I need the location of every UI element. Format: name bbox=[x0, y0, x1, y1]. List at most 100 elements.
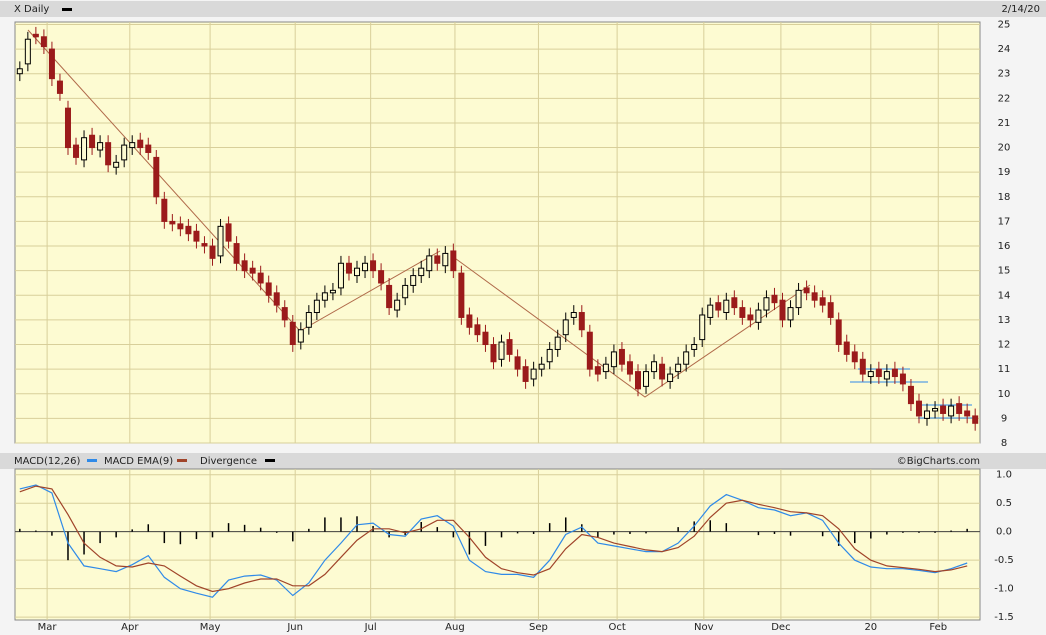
y-tick-label: 24 bbox=[998, 44, 1011, 55]
y-tick-label: 14 bbox=[998, 290, 1011, 301]
candle-body bbox=[482, 331, 489, 346]
candle-body bbox=[915, 400, 922, 417]
candle-body bbox=[217, 225, 224, 257]
divergence-bar bbox=[243, 524, 246, 532]
divergence-bar bbox=[292, 531, 294, 542]
candle-body bbox=[932, 408, 939, 412]
y-tick-label: -1.0 bbox=[994, 584, 1014, 595]
candle-body bbox=[626, 361, 633, 375]
candle-body bbox=[851, 351, 858, 363]
candle-body bbox=[602, 363, 609, 373]
divergence-bar bbox=[211, 531, 214, 538]
candle-body bbox=[321, 292, 328, 301]
divergence-bar bbox=[837, 531, 840, 546]
divergence-bar bbox=[308, 528, 310, 532]
divergence-bar bbox=[500, 531, 503, 538]
divergence-bar bbox=[259, 527, 262, 532]
candle-body bbox=[867, 371, 874, 378]
candle-body bbox=[667, 373, 674, 382]
divergence-bar bbox=[564, 517, 567, 532]
divergence-bar bbox=[821, 531, 824, 537]
y-tick-label: 25 bbox=[998, 19, 1011, 30]
candle-body bbox=[145, 144, 152, 153]
candle-body bbox=[177, 223, 184, 230]
candle-body bbox=[32, 33, 39, 38]
date-label: 2/14/20 bbox=[1001, 4, 1040, 15]
y-tick-label: 16 bbox=[998, 241, 1011, 252]
candle-body bbox=[209, 245, 216, 259]
divergence-bar bbox=[597, 531, 599, 538]
y-tick-label: 20 bbox=[998, 143, 1011, 154]
x-tick-label: Apr bbox=[121, 622, 139, 633]
divergence-bar bbox=[709, 520, 711, 532]
candle-body bbox=[490, 344, 497, 363]
candle-body bbox=[297, 329, 304, 343]
candle-body bbox=[161, 198, 168, 222]
candle-body bbox=[651, 361, 658, 373]
candle-body bbox=[474, 324, 481, 336]
candle-body bbox=[771, 294, 778, 304]
credit: ©BigCharts.com bbox=[897, 456, 980, 467]
candle-body bbox=[707, 304, 714, 318]
divergence-bar bbox=[484, 531, 487, 546]
divergence-bar bbox=[19, 528, 21, 532]
divergence-bar bbox=[340, 517, 342, 532]
candle-body bbox=[362, 262, 369, 272]
divergence-bar bbox=[131, 529, 133, 532]
candle-body bbox=[337, 262, 344, 289]
legend: MACD(12,26) MACD EMA(9) Divergence bbox=[14, 456, 275, 467]
divergence-bar bbox=[452, 531, 455, 538]
candle-body bbox=[699, 314, 706, 341]
y-tick-label: 8 bbox=[1001, 438, 1007, 449]
candle-body bbox=[64, 107, 71, 149]
candle-body bbox=[273, 292, 280, 306]
candle-body bbox=[329, 289, 336, 294]
candle-body bbox=[514, 356, 521, 370]
candle-body bbox=[426, 255, 433, 272]
candle-body bbox=[386, 284, 393, 309]
candle-body bbox=[305, 312, 312, 328]
candle-body bbox=[747, 314, 754, 321]
candle-body bbox=[233, 243, 240, 264]
x-tick-label: Mar bbox=[38, 622, 58, 633]
divergence-bar bbox=[115, 531, 117, 538]
divergence-bar bbox=[773, 531, 776, 534]
divergence-bar bbox=[275, 531, 278, 533]
candle-body bbox=[354, 267, 361, 277]
y-tick-label: 22 bbox=[998, 93, 1011, 104]
candle-body bbox=[675, 363, 682, 373]
y-tick-label: -1.5 bbox=[994, 612, 1014, 623]
y-tick-label: 21 bbox=[998, 118, 1011, 129]
divergence-bar bbox=[324, 517, 326, 532]
candle-body bbox=[185, 225, 192, 235]
divergence-bar bbox=[725, 523, 728, 532]
divergence-bar bbox=[227, 523, 230, 532]
candle-body bbox=[755, 309, 762, 323]
candle-body bbox=[570, 312, 577, 318]
candle-body bbox=[940, 405, 947, 414]
divergence-bar bbox=[629, 531, 631, 534]
candle-body bbox=[56, 80, 63, 94]
y-tick-label: 13 bbox=[998, 315, 1011, 326]
candle-body bbox=[691, 344, 698, 350]
candle-body bbox=[442, 252, 449, 267]
candle-body bbox=[538, 363, 545, 370]
candle-body bbox=[899, 373, 906, 385]
candle-body bbox=[739, 307, 746, 318]
candle-body bbox=[891, 368, 898, 378]
y-tick-label: 10 bbox=[998, 389, 1011, 400]
x-tick-label: May bbox=[200, 622, 221, 633]
y-tick-label: 9 bbox=[1001, 413, 1007, 424]
divergence-bar bbox=[468, 531, 471, 555]
candle-body bbox=[618, 348, 625, 365]
divergence-bar bbox=[854, 531, 856, 544]
divergence-bar bbox=[645, 531, 647, 534]
macd-plot bbox=[14, 468, 981, 621]
symbol-label: X Daily bbox=[14, 4, 49, 15]
indicator-header-bar bbox=[0, 453, 1046, 469]
y-tick-label: 15 bbox=[998, 266, 1011, 277]
candle-body bbox=[498, 341, 505, 360]
divergence-bar bbox=[950, 530, 952, 532]
candle-body bbox=[169, 220, 176, 225]
divergence-bar bbox=[67, 531, 69, 561]
